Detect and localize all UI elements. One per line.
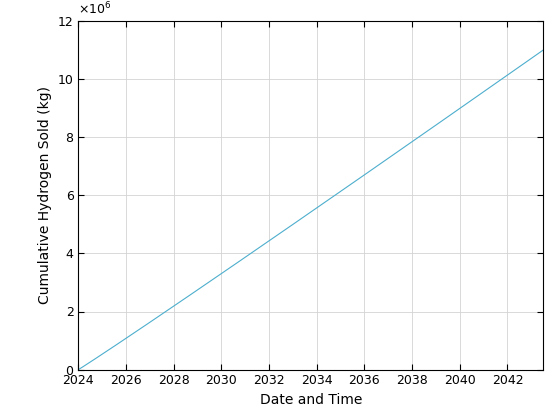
X-axis label: Date and Time: Date and Time [260,393,362,407]
Text: $\times10^6$: $\times10^6$ [78,1,112,18]
Y-axis label: Cumulative Hydrogen Sold (kg): Cumulative Hydrogen Sold (kg) [38,86,52,304]
